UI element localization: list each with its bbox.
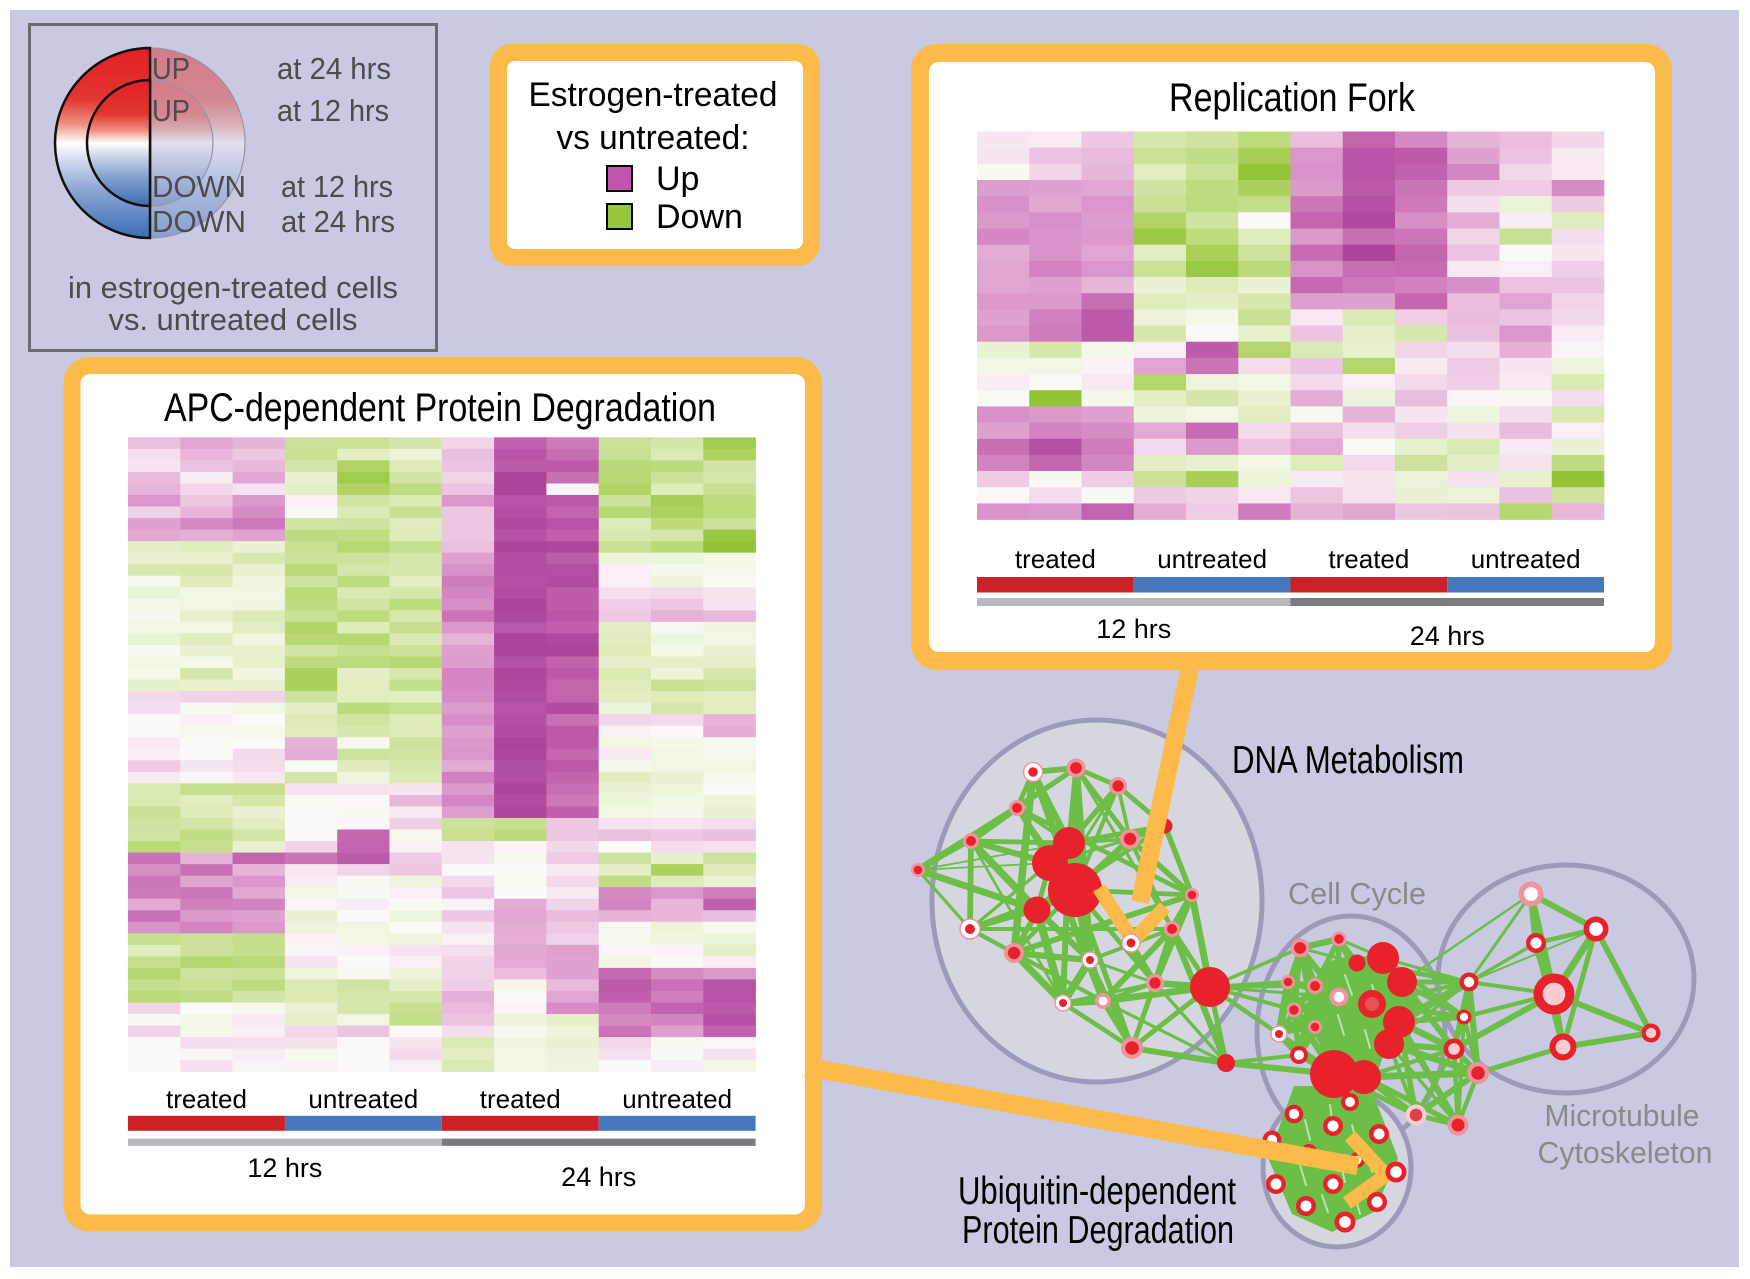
svg-text:24 hrs: 24 hrs	[1410, 621, 1485, 651]
svg-text:untreated: untreated	[308, 1084, 418, 1114]
svg-text:vs untreated:: vs untreated:	[557, 119, 750, 157]
svg-text:untreated: untreated	[622, 1084, 732, 1114]
svg-text:at 24 hrs: at 24 hrs	[281, 204, 395, 239]
svg-text:at 12 hrs: at 12 hrs	[277, 93, 389, 128]
svg-text:treated: treated	[1328, 544, 1409, 574]
svg-text:treated: treated	[480, 1084, 561, 1114]
svg-text:treated: treated	[1015, 544, 1096, 574]
svg-text:Replication Fork: Replication Fork	[1169, 76, 1416, 120]
svg-text:DNA Metabolism: DNA Metabolism	[1232, 739, 1464, 782]
svg-text:untreated: untreated	[1471, 544, 1581, 574]
svg-text:12 hrs: 12 hrs	[1096, 614, 1171, 644]
svg-text:Cell Cycle: Cell Cycle	[1288, 876, 1426, 911]
svg-text:Microtubule: Microtubule	[1545, 1098, 1700, 1133]
svg-text:Ubiquitin-dependent: Ubiquitin-dependent	[958, 1170, 1236, 1213]
svg-text:DOWN: DOWN	[152, 204, 246, 239]
svg-text:APC-dependent Protein Degradat: APC-dependent Protein Degradation	[164, 386, 716, 430]
svg-text:treated: treated	[166, 1084, 247, 1114]
svg-text:at 12 hrs: at 12 hrs	[281, 169, 393, 204]
svg-text:in estrogen-treated cells: in estrogen-treated cells	[68, 270, 398, 305]
svg-text:24 hrs: 24 hrs	[561, 1162, 636, 1192]
svg-text:Up: Up	[656, 160, 699, 198]
svg-text:DOWN: DOWN	[152, 169, 246, 204]
svg-text:UP: UP	[152, 51, 190, 86]
svg-text:at 24 hrs: at 24 hrs	[277, 51, 391, 86]
svg-text:vs. untreated cells: vs. untreated cells	[109, 302, 358, 337]
svg-text:12 hrs: 12 hrs	[247, 1153, 322, 1183]
svg-text:Protein Degradation: Protein Degradation	[962, 1209, 1234, 1252]
svg-text:Down: Down	[656, 198, 743, 236]
svg-text:Estrogen-treated: Estrogen-treated	[529, 76, 778, 114]
svg-text:UP: UP	[152, 93, 190, 128]
svg-text:untreated: untreated	[1157, 544, 1267, 574]
svg-text:Cytoskeleton: Cytoskeleton	[1538, 1135, 1713, 1170]
